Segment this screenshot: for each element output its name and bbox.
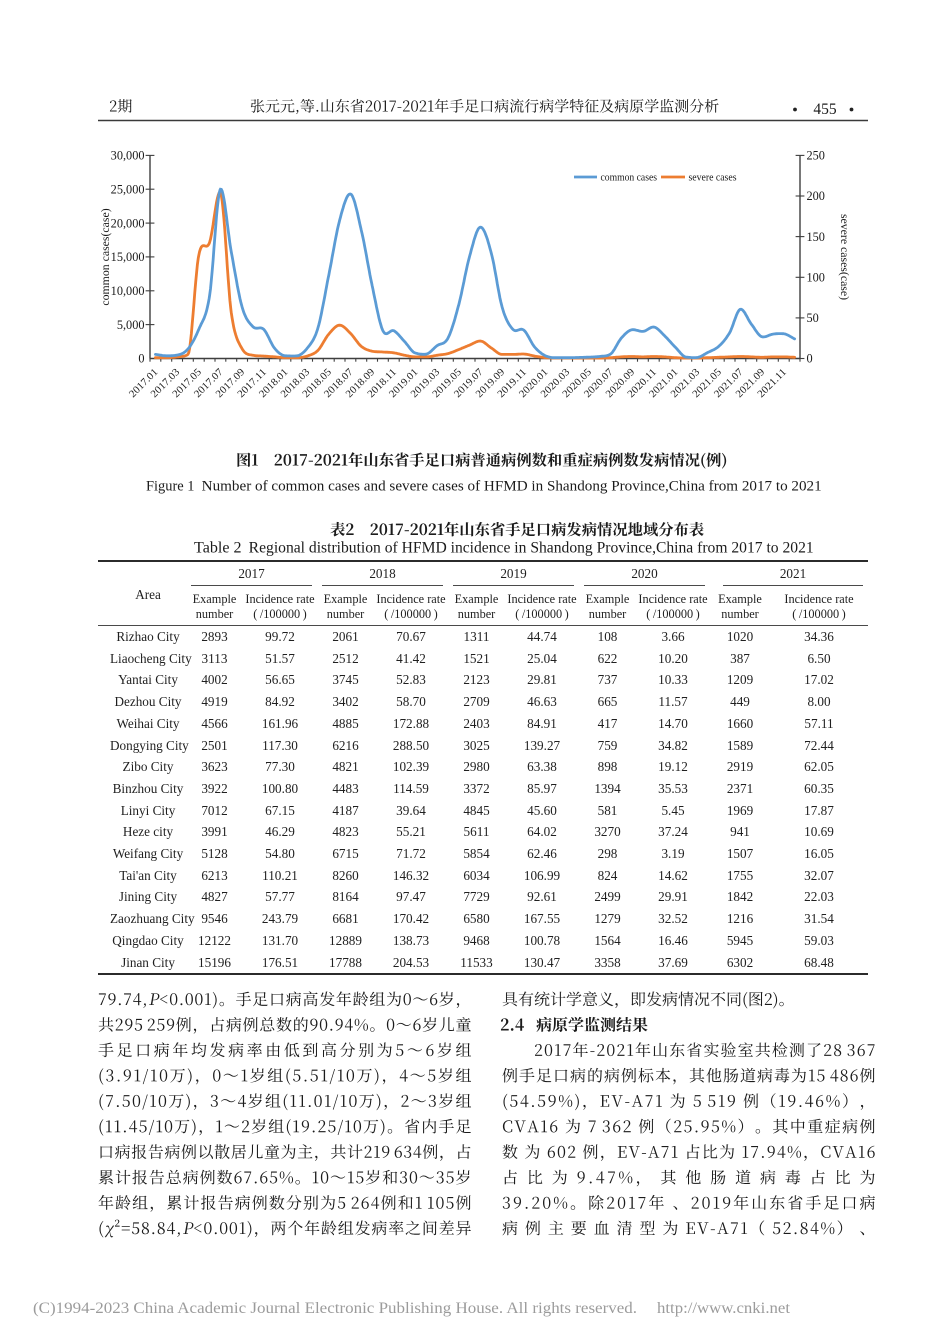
svg-text:severe cases(case): severe cases(case) [838, 214, 852, 300]
svg-text:250: 250 [807, 149, 825, 163]
svg-text:Number of common cases and sev: Number of common cases and severe cases … [202, 479, 822, 495]
svg-text:common cases(case): common cases(case) [98, 208, 112, 305]
svg-text:15,000: 15,000 [111, 250, 145, 264]
svg-text:200: 200 [807, 189, 825, 203]
svg-text:30,000: 30,000 [111, 149, 145, 163]
svg-text:0: 0 [138, 352, 144, 366]
svg-text:severe cases: severe cases [689, 173, 737, 184]
svg-text:50: 50 [807, 311, 819, 325]
svg-text:Table 2: Table 2 [194, 540, 242, 557]
svg-text:http://www.cnki.net: http://www.cnki.net [657, 1300, 791, 1317]
svg-text:10,000: 10,000 [111, 284, 145, 298]
svg-text:5,000: 5,000 [117, 318, 145, 332]
svg-text:Regional distribution of HFMD: Regional distribution of HFMD incidence … [249, 540, 814, 557]
svg-text:150: 150 [807, 230, 825, 244]
svg-text:Figure 1: Figure 1 [146, 479, 195, 495]
svg-text:100: 100 [807, 271, 825, 285]
svg-text:0: 0 [807, 352, 813, 366]
svg-text:20,000: 20,000 [111, 216, 145, 230]
svg-text:(C)1994-2023 China Academic Jo: (C)1994-2023 China Academic Journal Elec… [33, 1300, 637, 1317]
svg-text:25,000: 25,000 [111, 182, 145, 196]
svg-text:common cases: common cases [601, 173, 658, 184]
svg-text:455: 455 [813, 101, 837, 118]
